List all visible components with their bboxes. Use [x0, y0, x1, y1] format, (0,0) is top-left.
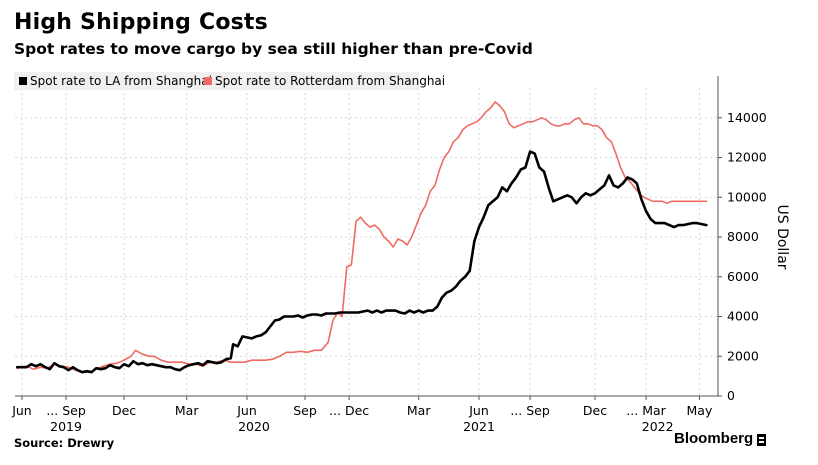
x-year-label: 2021 [463, 419, 495, 434]
legend-label-rotterdam: Spot rate to Rotterdam from Shanghai [215, 74, 445, 88]
x-tick-label: ... Sep [510, 403, 550, 418]
x-tick-label: May [687, 403, 713, 418]
x-tick-label: Sep [293, 403, 317, 418]
chart-subtitle: Spot rates to move cargo by sea still hi… [14, 40, 533, 58]
bloomberg-terminal-icon [757, 433, 767, 446]
legend: Spot rate to LA from Shanghai Spot rate t… [14, 72, 445, 90]
series-line-rotterdam [16, 101, 708, 373]
y-tick-label: 2000 [727, 348, 759, 363]
y-tick-label: 0 [727, 388, 735, 403]
y-tick-label: 8000 [727, 229, 759, 244]
x-tick-label: Jun [468, 403, 489, 418]
x-tick-label: Mar [175, 403, 199, 418]
x-tick-label: Mar [407, 403, 431, 418]
axes: 0 2000 4000 6000 8000 10000 12000 14000 US Dolla… [11, 76, 790, 434]
y-axis-title: US Dollar [774, 204, 790, 269]
x-year-label: 2020 [238, 419, 270, 434]
x-tick-label: Jun [236, 403, 257, 418]
legend-label-la: Spot rate to LA from Shanghai [30, 74, 212, 88]
brand-name: Bloomberg [674, 430, 754, 447]
x-tick-label: Dec [112, 403, 136, 418]
y-tick-label: 4000 [727, 309, 759, 324]
y-tick-label: 10000 [727, 189, 767, 204]
y-tick-label: 14000 [727, 110, 767, 125]
legend-background [14, 72, 419, 90]
chart-title: High Shipping Costs [14, 10, 268, 35]
gridlines [15, 88, 718, 396]
x-year-label: 2022 [642, 419, 674, 434]
series-lines [16, 101, 708, 374]
legend-swatch-rotterdam [204, 77, 212, 85]
y-tick-label: 6000 [727, 269, 759, 284]
x-tick-label: ... Mar [626, 403, 666, 418]
x-tick-label: Dec [583, 403, 607, 418]
y-tick-label: 12000 [727, 150, 767, 165]
x-tick-label: Jun [11, 403, 32, 418]
x-tick-label: ... Dec [329, 403, 369, 418]
x-year-label: 2019 [50, 419, 82, 434]
brand-logo: Bloomberg [674, 430, 767, 447]
legend-swatch-la [19, 77, 27, 85]
series-line-la [16, 150, 708, 374]
source-note: Source: Drewry [14, 436, 115, 450]
x-tick-label: ... Sep [46, 403, 86, 418]
